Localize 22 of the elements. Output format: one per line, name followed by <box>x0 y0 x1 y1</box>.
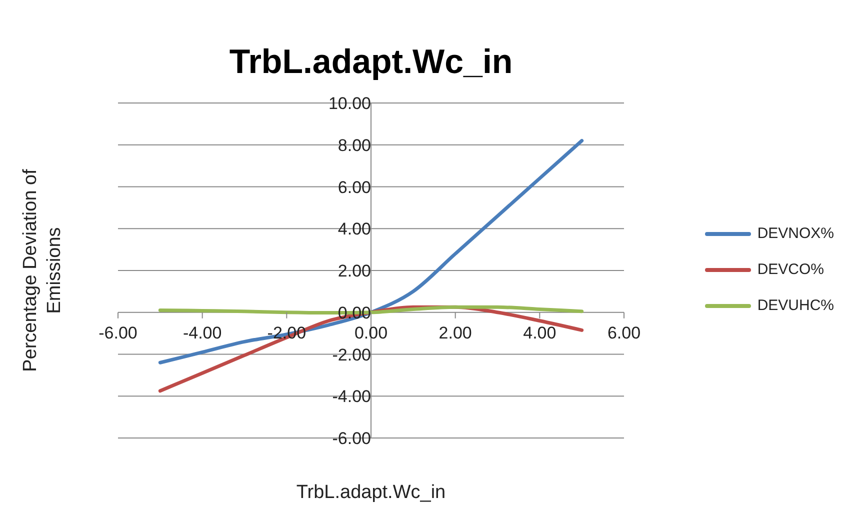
y-tick-label: 10.00 <box>328 94 371 113</box>
chart-title: TrbL.adapt.Wc_in <box>228 43 514 82</box>
x-tick-label: 4.00 <box>523 323 556 342</box>
legend-label: DEVUHC% <box>757 297 834 314</box>
y-tick-label: -4.00 <box>332 387 371 406</box>
y-tick-label: 4.00 <box>338 220 371 239</box>
y-tick-label: -6.00 <box>332 429 371 448</box>
y-axis-title: Percentage Deviation of Emissions <box>20 168 65 372</box>
y-tick-label: 0.00 <box>338 303 371 322</box>
y-tick-label: -2.00 <box>332 345 371 364</box>
y-tick-label: 2.00 <box>338 262 371 280</box>
line-series <box>158 138 584 364</box>
x-tick-label: 2.00 <box>438 323 472 342</box>
y-tick-label: 8.00 <box>338 136 371 155</box>
x-tick-label: -4.00 <box>182 323 222 342</box>
x-axis-title: TrbL.adapt.Wc_in <box>296 482 446 503</box>
legend-label: DEVCO% <box>757 261 824 278</box>
y-tick-label: 6.00 <box>338 178 371 197</box>
legend-label: DEVNOX% <box>757 225 834 242</box>
x-tick-label: 0.00 <box>354 323 388 342</box>
x-tick-label: -6.00 <box>98 323 138 342</box>
x-tick-label: 6.00 <box>607 323 641 342</box>
